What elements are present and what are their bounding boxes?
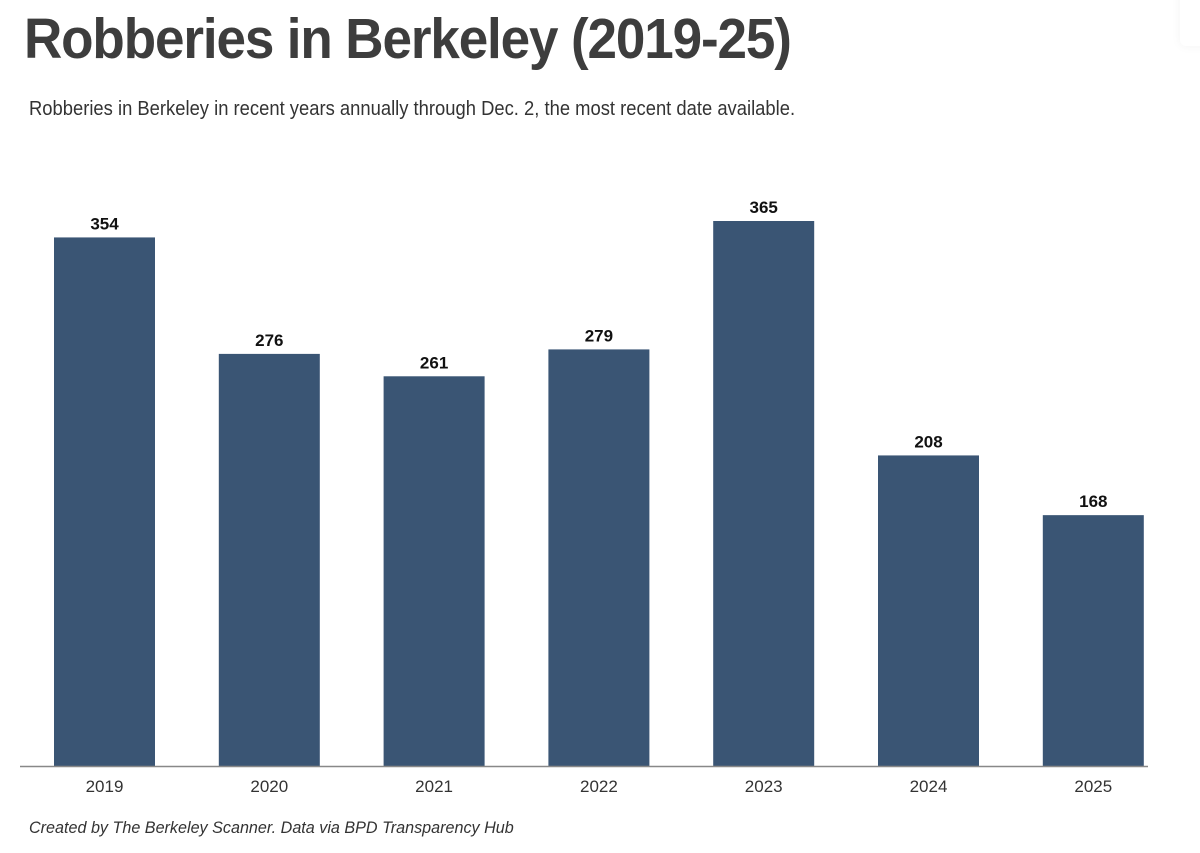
bar-2021 [383, 376, 485, 766]
x-tick-label-2022: 2022 [580, 777, 618, 796]
bar-2022 [548, 349, 650, 766]
chart-subtitle: Robberies in Berkeley in recent years an… [29, 98, 796, 120]
x-tick-label-2023: 2023 [745, 777, 783, 796]
x-tick-labels-group: 2019 2020 2021 2022 2023 2024 2025 [86, 777, 1113, 796]
source-caption: Created by The Berkeley Scanner. Data vi… [29, 818, 514, 837]
bar-2025 [1042, 515, 1144, 766]
bar-2023 [713, 221, 815, 766]
x-tick-label-2025: 2025 [1074, 777, 1112, 796]
data-labels-group: 354 276 261 279 365 208 168 [90, 198, 1107, 511]
bar-2020 [218, 353, 320, 766]
bar-2019 [54, 237, 155, 766]
bar-2024 [878, 455, 979, 766]
corner-card-edge [1180, 0, 1200, 46]
data-label-2025: 168 [1079, 492, 1107, 511]
data-label-2019: 354 [90, 214, 119, 233]
data-label-2023: 365 [750, 198, 778, 217]
data-label-2022: 279 [585, 326, 613, 345]
data-label-2024: 208 [914, 432, 942, 451]
x-tick-label-2024: 2024 [910, 777, 948, 796]
x-tick-label-2021: 2021 [415, 777, 453, 796]
x-tick-label-2019: 2019 [86, 777, 124, 796]
x-tick-label-2020: 2020 [250, 777, 288, 796]
bars-group [54, 221, 1144, 766]
data-label-2020: 276 [255, 331, 283, 350]
data-label-2021: 261 [420, 353, 448, 372]
chart-title: Robberies in Berkeley (2019-25) [24, 7, 792, 71]
